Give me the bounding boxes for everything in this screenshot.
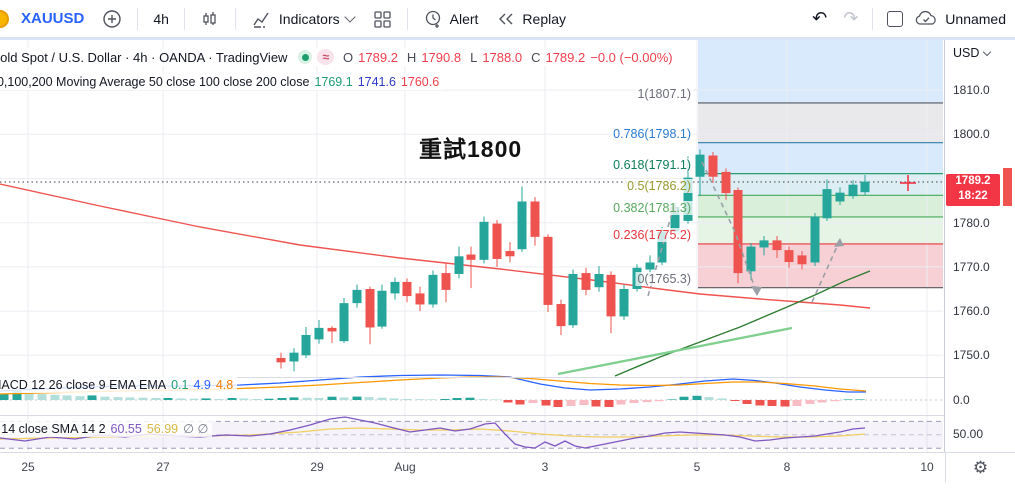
macd-legend-row[interactable]: MACD 12 26 close 9 EMA EMA 0.1 4.9 4.8 [0,377,238,393]
price-axis[interactable]: USD 1810.0 1800.0 1780.0 1770.0 1760.0 1750.0… [945,38,1015,452]
fib-label-0.786: 0.786(1798.1) [611,126,693,141]
indicator-tick: 50.00 [953,427,984,441]
pane-separator[interactable] [0,415,1015,416]
low-value: 1788.0 [482,49,523,65]
fib-label-1: 1(1807.1) [635,86,693,101]
macd-params: MACD 12 26 close 9 EMA EMA [0,378,167,392]
price-tick: 1780.0 [953,215,990,230]
candlestick-chart-icon [203,11,216,25]
current-price-value: 1789.2 [955,175,991,187]
price-tick: 1810.0 [953,83,990,98]
change-value: −0.0 (−0.00%) [590,49,673,65]
macd-line-value: 4.9 [193,378,211,392]
interval-button[interactable]: 4h [153,10,169,27]
open-value: 1789.2 [358,49,398,65]
indicators-button[interactable]: Indicators [242,4,363,34]
time-tick-25: 25 [21,460,35,474]
toolbar-separator [406,7,408,30]
indicator-tick: 0.0 [953,393,970,407]
delayed-data-icon: ≈ [317,49,335,65]
toolbar-separator [234,7,236,30]
macd-signal-value: 4.8 [215,378,234,392]
ma100-value: 1741.6 [357,75,396,89]
time-tick-Aug: Aug [394,460,416,474]
high-value: 1790.8 [421,49,462,65]
current-price-label: 1789.2 18:22 [946,174,1000,206]
symbol-legend-title: Gold Spot / U.S. Dollar · 4h · OANDA · T… [0,49,288,65]
fib-label-0.382: 0.382(1781.3) [611,200,693,215]
ma50-value: 1769.1 [314,75,353,89]
toolbar-separator [872,7,874,30]
currency-dropdown[interactable]: USD [953,46,992,60]
price-tick: 1750.0 [953,348,990,363]
layout-select-icon[interactable] [887,10,904,27]
time-tick-3: 3 [541,460,549,474]
symbol-logo-icon [0,10,9,28]
chart-canvas[interactable] [0,38,945,452]
close-label: C [531,49,541,65]
alert-button[interactable]: Alert [414,4,488,34]
replay-button[interactable]: Replay [487,4,575,34]
time-tick-27: 27 [156,460,170,474]
rsi-ma-value: 56.99 [146,421,179,436]
top-toolbar: XAUUSD 4h Indicators Alert Replay ↶ [0,0,1015,37]
time-tick-5: 5 [693,460,701,474]
toolbar-divider [0,37,1015,38]
time-axis-corner: ⚙ [945,453,1015,482]
time-tick-29: 29 [310,460,324,474]
time-axis[interactable]: 25 27 29 Aug 3 5 8 10 ⚙ [0,452,1015,482]
rsi-legend-row[interactable]: RSI 14 close SMA 14 2 60.55 56.99 ∅ ∅ [0,420,213,437]
toolbar-separator [137,7,139,30]
chevron-down-icon [983,47,992,56]
rsi-null-values: ∅ ∅ [183,422,209,436]
rsi-params: RSI 14 close SMA 14 2 [0,421,106,436]
fib-label-0: 0(1765.3) [635,271,693,286]
time-tick-8: 8 [783,460,791,474]
toolbar-separator [183,7,185,30]
pane-separator[interactable] [0,377,1015,378]
macd-hist-value: 0.1 [171,378,189,392]
price-axis-border [944,38,945,481]
rsi-value: 60.55 [110,421,142,436]
compare-button[interactable] [93,4,131,34]
chart-type-button[interactable] [191,4,229,34]
undo-button[interactable]: ↶ [812,8,828,28]
fib-label-0.618: 0.618(1791.1) [611,157,693,172]
ma-params: 50,100,200 Moving Average 50 close 100 c… [0,75,310,89]
price-tick: 1770.0 [953,259,990,274]
compare-plus-icon [103,9,122,28]
currency-label: USD [953,46,980,60]
bar-countdown: 18:22 [958,190,988,202]
time-tick-10: 10 [920,460,934,474]
redo-button[interactable]: ↷ [843,8,859,28]
low-label: L [470,49,478,65]
ma200-value: 1760.6 [400,75,440,89]
ma-legend-row[interactable]: 50,100,200 Moving Average 50 close 100 c… [0,74,444,90]
price-tick: 1760.0 [953,304,990,319]
gear-icon[interactable]: ⚙ [972,458,989,477]
high-label: H [406,49,417,65]
symbol-legend-row[interactable]: Gold Spot / U.S. Dollar · 4h · OANDA · T… [0,48,677,66]
symbol-button[interactable]: XAUUSD [21,10,85,27]
fib-label-0.236: 0.236(1775.2) [611,227,693,242]
last-candle-at-axis [1003,168,1012,206]
open-label: O [343,49,354,65]
close-value: 1789.2 [545,49,586,65]
chevron-down-icon [343,10,356,23]
market-status-icon [298,50,313,64]
cloud-check-icon [916,10,937,25]
templates-button[interactable] [363,4,401,34]
toolbar-right-group: ↶ ↷ Unnamed [804,4,1015,34]
indicators-icon [253,12,269,28]
fib-label-0.5: 0.5(1786.2) [625,179,693,194]
replay-icon [499,13,513,24]
chart-top-highlight [0,38,1015,40]
text-drawing-annotation[interactable]: 重試1800 [419,136,523,162]
grid-layout-icon [373,10,391,28]
price-tick: 1800.0 [953,127,990,142]
cloud-save-button[interactable]: Unnamed [911,4,1015,34]
alert-clock-icon [425,10,440,28]
